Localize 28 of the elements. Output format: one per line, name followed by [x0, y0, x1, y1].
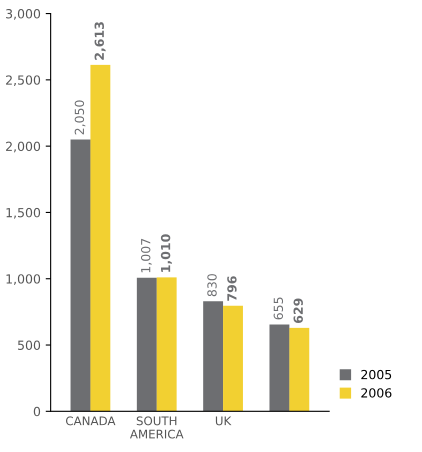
data-label: 2,050	[74, 100, 86, 134]
legend-label: 2006	[361, 388, 392, 398]
x-tick-label: CANADA	[66, 416, 116, 426]
legend-label: 2005	[361, 370, 392, 380]
data-label: 1,010	[160, 234, 172, 272]
data-label: 629	[293, 298, 303, 323]
y-tick-label: 500	[18, 340, 40, 350]
data-label: 2,613	[94, 22, 106, 60]
bar	[90, 64, 110, 412]
y-tick-label: 0	[34, 406, 40, 416]
data-label: 655	[274, 298, 284, 320]
y-tick-label: 2,500	[6, 75, 40, 86]
y-tick-label: 3,000	[6, 9, 40, 20]
data-label: 796	[227, 276, 237, 301]
y-tick-label: 1,500	[6, 208, 40, 219]
data-label: 830	[207, 274, 217, 296]
bar	[156, 277, 177, 412]
x-tick-label: UK	[216, 416, 232, 426]
bar	[269, 324, 290, 412]
x-tick-label: SOUTH AMERICA	[130, 416, 184, 439]
data-label: 1,007	[140, 238, 152, 272]
y-tick-label: 2,000	[6, 142, 40, 152]
bar	[203, 301, 224, 412]
bar	[70, 140, 90, 412]
bar	[223, 306, 243, 412]
y-tick-label: 1,000	[6, 274, 40, 285]
bar	[136, 278, 157, 412]
bar	[289, 328, 310, 412]
